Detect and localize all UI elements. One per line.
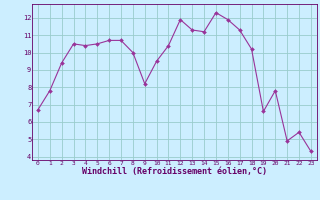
X-axis label: Windchill (Refroidissement éolien,°C): Windchill (Refroidissement éolien,°C) <box>82 167 267 176</box>
